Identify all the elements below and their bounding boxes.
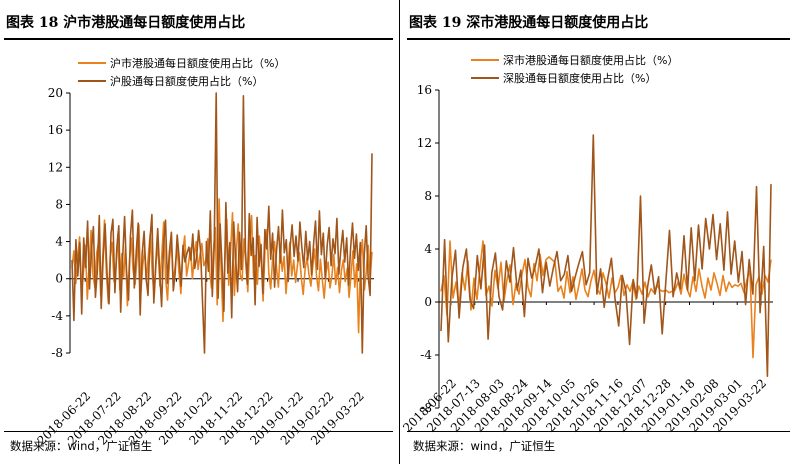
y-tick-label: 4 — [424, 242, 432, 256]
y-tick-label: 12 — [48, 160, 63, 174]
legend-label: 沪市港股通每日额度使用占比（%） — [110, 56, 285, 70]
panel-separator — [399, 0, 400, 464]
line-chart-sh: -8-40481216202018-06-222018-07-222018-08… — [34, 56, 374, 448]
y-tick-label: -8 — [51, 346, 63, 360]
title-divider — [407, 38, 790, 40]
y-tick-label: 20 — [48, 86, 63, 100]
series-line — [440, 240, 772, 359]
y-tick-label: 0 — [55, 272, 63, 286]
y-tick-label: -4 — [51, 309, 63, 323]
chart-panel-sz: 图表 19 深市港股通每日额度使用占比 -8 -4 0 4 8 12 16 2018-06-2… — [400, 0, 794, 464]
title-divider — [4, 38, 393, 40]
y-tick-label: 16 — [48, 123, 63, 137]
legend-label: 深股通每日额度使用占比（%） — [503, 71, 656, 85]
line-chart-sz: -8-404812162018-06-222018-07-132018-08-0… — [400, 53, 773, 435]
source-divider — [4, 431, 393, 432]
y-tick-label: -8 — [420, 401, 432, 415]
legend-label: 深市港股通每日额度使用占比（%） — [503, 53, 678, 67]
series-line — [71, 92, 373, 354]
chart-panel-sh: 图表 18 沪市港股通每日额度使用占比 -8 -4 0 4 8 12 16 20 2018-06… — [4, 15, 393, 453]
y-tick-label: 0 — [424, 295, 432, 309]
y-tick-label: 4 — [55, 235, 63, 249]
y-tick-label: 12 — [417, 136, 432, 150]
chart-title: 图表 19 深市港股通每日额度使用占比 — [409, 15, 649, 31]
legend-label: 沪股通每日额度使用占比（%） — [110, 74, 263, 88]
chart-title: 图表 18 沪市港股通每日额度使用占比 — [6, 15, 246, 31]
y-tick-label: -4 — [420, 348, 432, 362]
data-source: 数据来源：wind，广证恒生 — [10, 439, 153, 453]
y-tick-label: 16 — [417, 83, 432, 97]
series-line — [440, 134, 772, 378]
source-divider — [407, 431, 790, 432]
y-tick-label: 8 — [55, 197, 63, 211]
y-tick-label: 8 — [424, 189, 432, 203]
data-source: 数据来源：wind，广证恒生 — [413, 439, 556, 453]
